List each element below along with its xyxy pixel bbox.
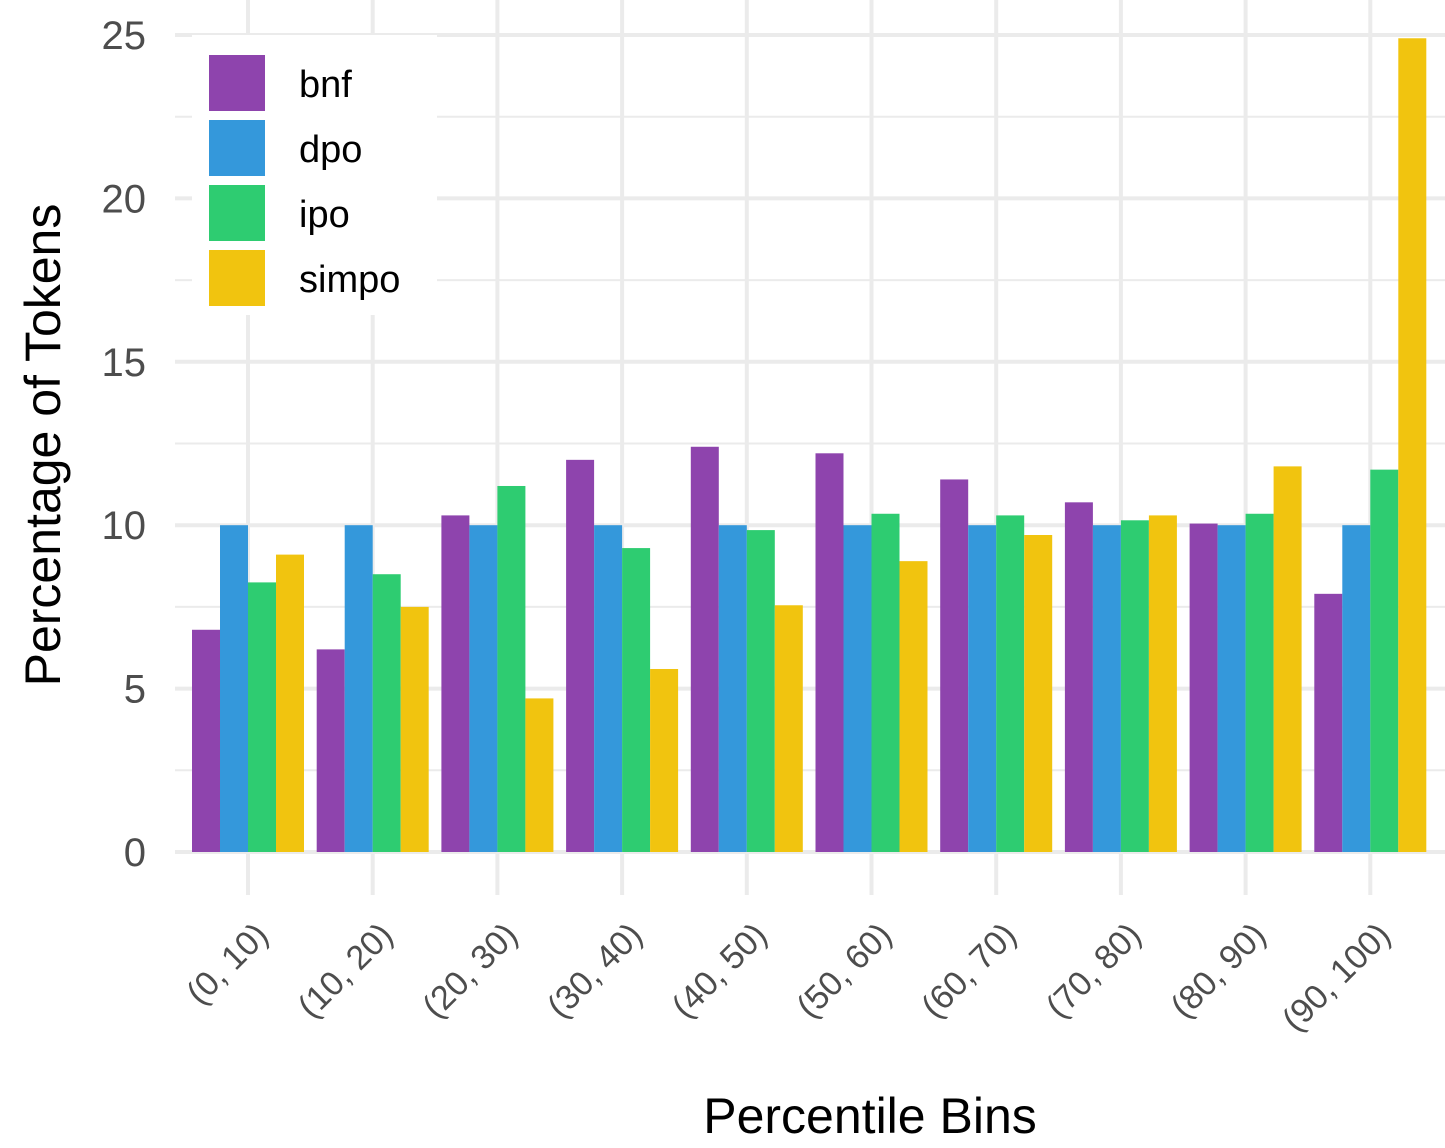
bar-dpo [344, 525, 373, 852]
bar-simpo [276, 554, 304, 852]
bar-dpo [469, 525, 498, 852]
y-tick-label: 15 [102, 341, 147, 385]
y-axis-title: Percentage of Tokens [15, 204, 71, 687]
x-tick-label: (80, 90) [1164, 916, 1274, 1026]
bar-simpo [400, 606, 429, 852]
bar-bnf [192, 629, 220, 852]
bar-dpo [220, 525, 248, 852]
legend-label-simpo: simpo [299, 259, 400, 301]
bar-simpo [525, 698, 554, 852]
bar-dpo [1092, 525, 1121, 852]
bar-bnf [690, 446, 719, 852]
bar-dpo [718, 525, 747, 852]
bar-bnf [441, 515, 470, 852]
bars [192, 38, 1427, 852]
bar-dpo [968, 525, 997, 852]
y-tick-label: 0 [124, 831, 146, 875]
bar-ipo [372, 574, 401, 852]
legend: bnf dpo ipo simpo [192, 35, 437, 315]
bar-simpo [1273, 466, 1302, 852]
bar-bnf [940, 479, 969, 852]
y-tick-label: 20 [102, 177, 147, 221]
bar-dpo [594, 525, 623, 852]
bar-ipo [1245, 513, 1274, 852]
legend-label-bnf: bnf [299, 64, 352, 106]
bar-simpo [774, 605, 803, 852]
bar-ipo [497, 485, 526, 852]
legend-swatch-dpo [209, 120, 265, 176]
x-tick-label: (60, 70) [914, 916, 1024, 1026]
bar-simpo [1024, 535, 1053, 852]
x-tick-label: (10, 20) [291, 916, 401, 1026]
bar-bnf [1189, 523, 1218, 852]
legend-swatch-bnf [209, 55, 265, 111]
y-tick-label: 10 [102, 504, 147, 548]
y-axis-ticks: 0 5 10 15 20 25 [102, 14, 147, 875]
legend-swatch-simpo [209, 250, 265, 306]
legend-label-dpo: dpo [299, 129, 362, 171]
x-tick-label: (0, 10) [179, 916, 275, 1012]
bar-ipo [1120, 520, 1149, 852]
bar-bnf [566, 459, 595, 852]
bar-ipo [248, 582, 276, 852]
bar-ipo [746, 530, 775, 852]
bar-dpo [1342, 525, 1371, 852]
bar-ipo [1370, 469, 1399, 852]
y-tick-label: 25 [102, 14, 147, 58]
bar-bnf [1314, 593, 1343, 852]
x-axis-title: Percentile Bins [703, 1088, 1037, 1144]
bar-simpo [899, 561, 928, 852]
bar-bnf [316, 649, 345, 852]
bar-ipo [871, 513, 900, 852]
y-tick-label: 5 [124, 668, 146, 712]
bar-ipo [622, 548, 651, 852]
x-tick-label: (70, 80) [1039, 916, 1149, 1026]
x-axis-ticks: (0, 10) (10, 20) (20, 30) (30, 40) (40, 50)(… [179, 916, 1398, 1039]
x-tick-label: (90, 100) [1275, 916, 1398, 1039]
x-tick-label: (50, 60) [789, 916, 899, 1026]
bar-bnf [815, 453, 844, 852]
bar-ipo [996, 515, 1025, 852]
bar-dpo [1217, 525, 1246, 852]
legend-label-ipo: ipo [299, 194, 350, 236]
bar-bnf [1064, 502, 1093, 852]
x-tick-label: (20, 30) [415, 916, 525, 1026]
x-tick-label: (40, 50) [665, 916, 775, 1026]
legend-swatch-ipo [209, 185, 265, 241]
x-tick-label: (30, 40) [540, 916, 650, 1026]
bar-simpo [650, 668, 679, 852]
bar-simpo [1398, 38, 1427, 852]
bar-simpo [1148, 515, 1177, 852]
bar-dpo [843, 525, 872, 852]
